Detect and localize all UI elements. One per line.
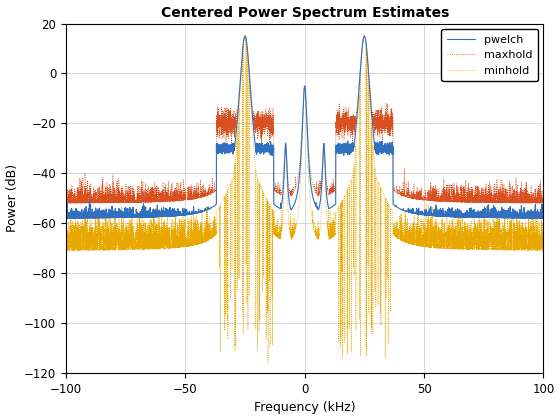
minhold <box>442 229 449 234</box>
Title: Centered Power Spectrum Estimates: Centered Power Spectrum Estimates <box>161 5 449 20</box>
minhold <box>540 242 547 247</box>
pwelch <box>417 212 423 217</box>
minhold <box>242 34 249 39</box>
maxhold <box>242 34 249 39</box>
maxhold <box>540 191 547 196</box>
Line: maxhold: maxhold <box>66 36 543 203</box>
X-axis label: Frequency (kHz): Frequency (kHz) <box>254 402 356 415</box>
Legend: pwelch, maxhold, minhold: pwelch, maxhold, minhold <box>441 29 538 81</box>
minhold <box>87 228 94 234</box>
pwelch <box>236 98 242 103</box>
pwelch <box>540 213 547 218</box>
maxhold <box>63 200 69 205</box>
maxhold <box>366 77 373 82</box>
pwelch <box>242 34 249 39</box>
maxhold <box>236 93 242 98</box>
Line: pwelch: pwelch <box>66 36 543 218</box>
pwelch <box>63 215 69 220</box>
Y-axis label: Power (dB): Power (dB) <box>6 164 18 232</box>
maxhold <box>417 197 423 202</box>
minhold <box>63 238 69 243</box>
minhold <box>345 184 352 189</box>
pwelch <box>442 214 449 219</box>
pwelch <box>87 214 94 219</box>
maxhold <box>345 126 352 131</box>
minhold <box>236 110 242 115</box>
minhold <box>366 91 373 96</box>
maxhold <box>442 199 449 204</box>
Line: minhold: minhold <box>66 36 543 363</box>
pwelch <box>366 81 373 87</box>
minhold <box>417 232 423 237</box>
minhold <box>265 361 272 366</box>
pwelch <box>345 144 352 150</box>
maxhold <box>87 194 94 200</box>
